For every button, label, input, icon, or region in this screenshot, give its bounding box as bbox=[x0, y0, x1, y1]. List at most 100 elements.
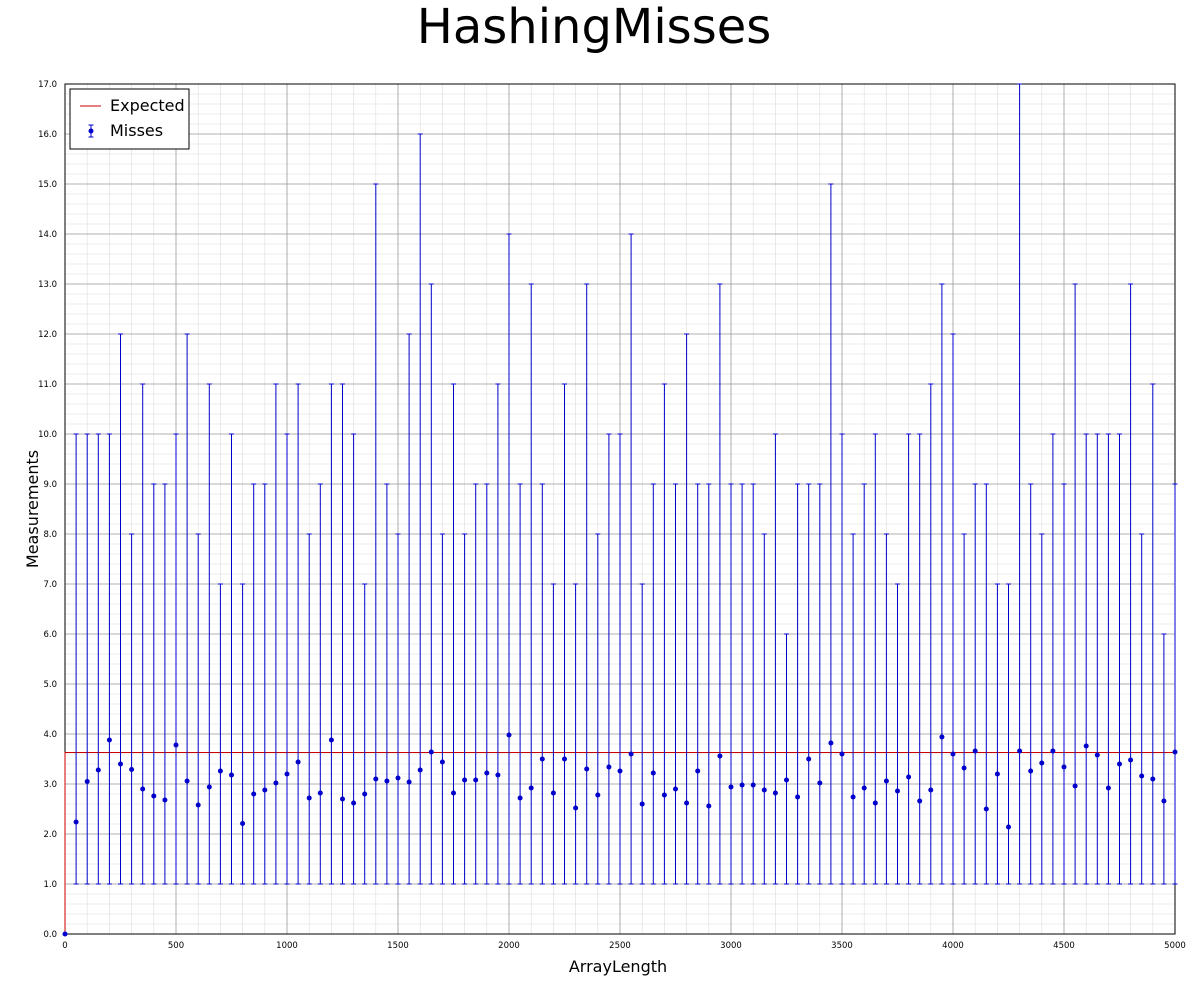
legend: Expected Misses bbox=[69, 88, 190, 150]
misses-point bbox=[784, 777, 789, 783]
misses-point bbox=[1061, 764, 1067, 770]
y-tick-label: 7.0 bbox=[43, 580, 57, 590]
misses-point bbox=[273, 780, 279, 786]
x-tick-label: 0 bbox=[62, 941, 67, 951]
x-axis-label: ArrayLength bbox=[569, 957, 667, 976]
misses-point bbox=[872, 800, 878, 806]
misses-point bbox=[517, 795, 523, 801]
y-tick-label: 9.0 bbox=[43, 480, 57, 490]
misses-point bbox=[173, 742, 179, 748]
x-tick-label: 3500 bbox=[831, 941, 853, 951]
misses-point bbox=[573, 805, 579, 811]
misses-point bbox=[95, 767, 101, 773]
misses-point bbox=[695, 768, 701, 774]
misses-point bbox=[1006, 824, 1011, 830]
misses-point bbox=[950, 751, 956, 757]
misses-point bbox=[972, 748, 978, 754]
misses-point bbox=[961, 765, 967, 771]
misses-point bbox=[673, 786, 678, 792]
y-axis-label: Measurements bbox=[23, 450, 42, 568]
misses-point bbox=[106, 737, 112, 743]
misses-point bbox=[706, 803, 712, 809]
misses-point bbox=[994, 771, 1000, 777]
misses-point bbox=[562, 756, 567, 762]
misses-point bbox=[761, 787, 767, 793]
misses-point bbox=[395, 775, 401, 781]
y-tick-label: 3.0 bbox=[43, 780, 57, 790]
x-tick-label: 3000 bbox=[720, 941, 742, 951]
misses-point bbox=[229, 772, 234, 778]
y-tick-label: 2.0 bbox=[43, 830, 57, 840]
misses-series bbox=[62, 83, 1178, 937]
misses-point bbox=[739, 782, 745, 788]
misses-point bbox=[340, 796, 345, 802]
misses-point bbox=[495, 772, 501, 778]
misses-point bbox=[550, 790, 556, 796]
misses-point bbox=[251, 791, 257, 797]
misses-point bbox=[462, 777, 468, 783]
misses-point bbox=[406, 779, 412, 785]
y-tick-label: 6.0 bbox=[43, 630, 57, 640]
legend-misses-swatch bbox=[88, 124, 94, 138]
misses-point bbox=[983, 806, 989, 812]
legend-box bbox=[69, 88, 190, 150]
misses-point bbox=[195, 802, 201, 808]
misses-point bbox=[1050, 748, 1056, 754]
x-tick-label: 5000 bbox=[1164, 941, 1186, 951]
y-tick-label: 0.0 bbox=[43, 930, 57, 940]
x-tick-label: 1500 bbox=[387, 941, 409, 951]
misses-point bbox=[1161, 798, 1167, 804]
misses-point bbox=[1150, 776, 1156, 782]
x-tick-label: 4500 bbox=[1053, 941, 1075, 951]
misses-point bbox=[1117, 761, 1122, 767]
misses-point bbox=[1028, 768, 1034, 774]
misses-point bbox=[439, 759, 445, 765]
misses-point bbox=[639, 801, 645, 807]
x-tick-label: 4000 bbox=[942, 941, 964, 951]
legend-expected-label: Expected bbox=[110, 96, 185, 115]
misses-point bbox=[684, 800, 690, 806]
misses-point bbox=[362, 791, 368, 797]
x-tick-label: 1000 bbox=[276, 941, 298, 951]
misses-point bbox=[306, 795, 312, 801]
x-tick-label: 2000 bbox=[498, 941, 520, 951]
misses-point bbox=[1039, 760, 1045, 766]
misses-point bbox=[129, 767, 135, 772]
misses-point bbox=[828, 740, 834, 746]
misses-point bbox=[262, 787, 268, 793]
misses-point bbox=[728, 784, 734, 790]
misses-point bbox=[506, 732, 512, 738]
axis-ticks: 0 500 1000 1500 2000 2500 3000 3500 4000 4500 5000… bbox=[38, 80, 1186, 951]
expected-series bbox=[64, 752, 1175, 934]
misses-point bbox=[1072, 783, 1078, 789]
y-tick-label: 12.0 bbox=[38, 330, 57, 340]
misses-point bbox=[373, 776, 379, 782]
misses-point bbox=[162, 797, 168, 803]
x-tick-label: 2500 bbox=[609, 941, 631, 951]
misses-point bbox=[806, 756, 812, 762]
misses-point bbox=[606, 764, 612, 770]
misses-point bbox=[861, 785, 867, 791]
misses-point bbox=[1172, 749, 1178, 755]
x-tick-label: 500 bbox=[168, 941, 184, 951]
misses-point bbox=[295, 759, 301, 765]
misses-point bbox=[628, 751, 634, 757]
misses-point bbox=[206, 784, 212, 790]
misses-point bbox=[84, 779, 90, 784]
misses-point bbox=[484, 770, 490, 776]
misses-point bbox=[928, 787, 934, 793]
misses-point bbox=[118, 761, 123, 767]
y-tick-label: 1.0 bbox=[43, 880, 57, 890]
y-tick-label: 5.0 bbox=[43, 680, 57, 690]
misses-point bbox=[917, 798, 923, 804]
misses-point bbox=[650, 770, 656, 776]
misses-point bbox=[661, 792, 667, 798]
y-tick-label: 14.0 bbox=[38, 230, 57, 240]
misses-point bbox=[73, 819, 79, 825]
misses-point bbox=[717, 753, 723, 759]
misses-point bbox=[817, 780, 823, 786]
misses-point bbox=[584, 766, 590, 772]
misses-point bbox=[428, 749, 434, 755]
misses-point bbox=[151, 793, 157, 799]
